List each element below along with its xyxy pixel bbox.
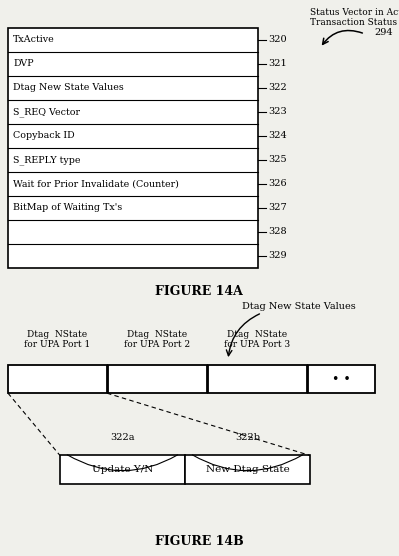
Bar [60, 455, 185, 484]
Bar [308, 365, 375, 393]
Text: 321: 321 [268, 59, 287, 68]
Text: 326: 326 [268, 180, 286, 188]
Text: Dtag New State Values: Dtag New State Values [13, 83, 124, 92]
Text: S_REQ Vector: S_REQ Vector [13, 107, 80, 117]
Text: S_REPLY type: S_REPLY type [13, 155, 81, 165]
Text: New Dtag State: New Dtag State [205, 465, 289, 474]
Bar [8, 28, 258, 268]
Text: 323: 323 [268, 107, 287, 116]
Bar [185, 455, 310, 484]
Text: 322b: 322b [235, 433, 260, 442]
Text: 320: 320 [268, 36, 286, 44]
Text: 327: 327 [268, 203, 287, 212]
Text: DVP: DVP [13, 59, 34, 68]
Text: FIGURE 14B: FIGURE 14B [155, 535, 243, 548]
Text: BitMap of Waiting Tx's: BitMap of Waiting Tx's [13, 203, 122, 212]
Text: 329: 329 [268, 251, 286, 260]
Bar [108, 365, 207, 393]
Text: Dtag  NState
for UPA Port 1: Dtag NState for UPA Port 1 [24, 330, 91, 349]
Text: TxActive: TxActive [13, 36, 55, 44]
Text: 322: 322 [268, 83, 287, 92]
Text: 322a: 322a [110, 433, 135, 442]
Text: • •: • • [332, 373, 351, 386]
Text: FIGURE 14A: FIGURE 14A [155, 285, 243, 298]
Text: 325: 325 [268, 155, 286, 165]
Text: Dtag New State Values: Dtag New State Values [242, 302, 356, 311]
Text: Dtag  NState
for UPA Port 2: Dtag NState for UPA Port 2 [124, 330, 191, 349]
Text: Dtag  NState
for UPA Port 3: Dtag NState for UPA Port 3 [224, 330, 290, 349]
Text: 324: 324 [268, 131, 287, 141]
Text: Wait for Prior Invalidate (Counter): Wait for Prior Invalidate (Counter) [13, 180, 179, 188]
Text: 328: 328 [268, 227, 286, 236]
Text: Copyback ID: Copyback ID [13, 131, 75, 141]
Text: Status Vector in Active
Transaction Status Array: Status Vector in Active Transaction Stat… [310, 8, 399, 27]
Bar [208, 365, 307, 393]
Bar [8, 365, 107, 393]
Text: Update Y/N: Update Y/N [92, 465, 153, 474]
Text: 294: 294 [374, 28, 393, 37]
